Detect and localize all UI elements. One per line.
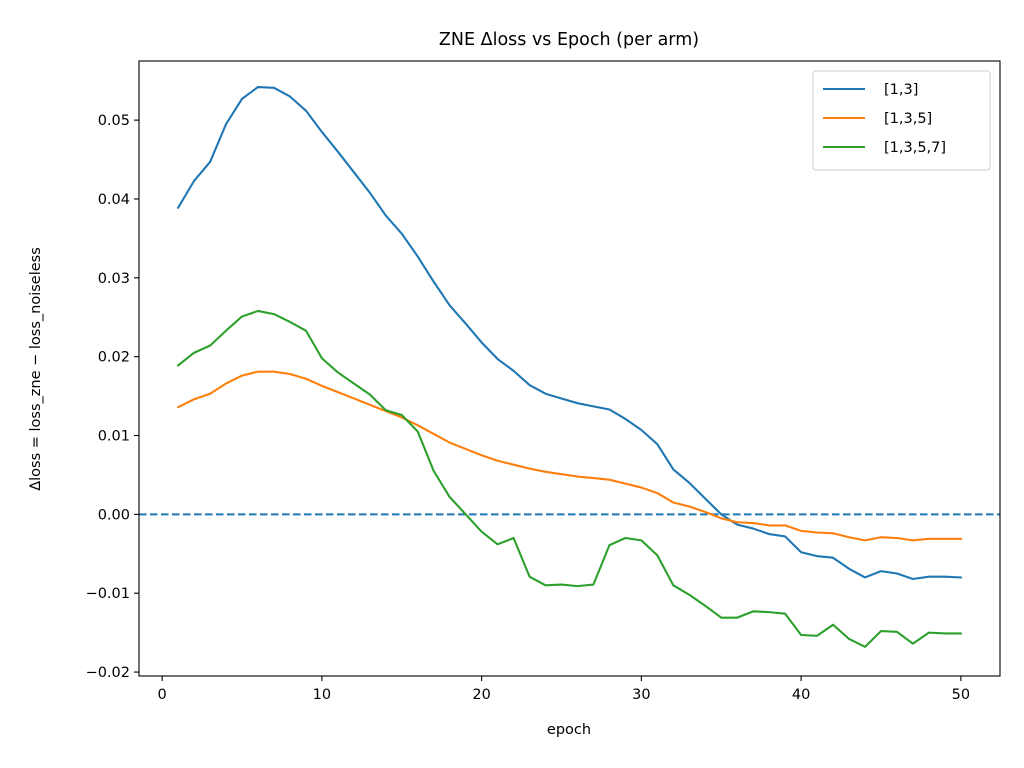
y-tick-label: 0.04 — [98, 192, 130, 208]
y-tick-label: 0.01 — [98, 429, 130, 445]
y-tick-label: −0.02 — [86, 665, 130, 681]
plot-area — [138, 60, 1001, 677]
y-tick-label: −0.01 — [86, 586, 130, 602]
x-tick-label: 50 — [952, 687, 970, 703]
legend-box — [812, 70, 991, 171]
x-tick-label: 30 — [632, 687, 650, 703]
y-tick-label: 0.03 — [98, 271, 130, 287]
series-line-2 — [176, 370, 962, 542]
legend-label-1: [1,3] — [884, 82, 918, 98]
legend-label-2: [1,3,5] — [884, 111, 932, 127]
x-axis-ticks: 0 10 20 30 40 50 — [158, 676, 970, 703]
y-tick-label: 0.00 — [98, 507, 130, 523]
series-line-1 — [176, 85, 962, 581]
x-axis-label: epoch — [547, 722, 591, 738]
legend: [1,3] [1,3,5] [1,3,5,7] — [812, 70, 991, 171]
series-line-3 — [176, 309, 962, 648]
chart-title: ZNE Δloss vs Epoch (per arm) — [439, 30, 699, 50]
x-tick-label: 10 — [313, 687, 331, 703]
plot-frame — [138, 60, 1001, 677]
y-tick-label: 0.02 — [98, 350, 130, 366]
x-tick-label: 40 — [792, 687, 810, 703]
x-tick-label: 0 — [158, 687, 167, 703]
x-tick-label: 20 — [472, 687, 490, 703]
y-axis-label: Δloss = loss_zne − loss_noiseless — [28, 247, 44, 491]
legend-label-3: [1,3,5,7] — [884, 140, 946, 156]
y-tick-label: 0.05 — [98, 113, 130, 129]
y-axis-ticks: −0.02 −0.01 0.00 0.01 0.02 0.03 0.04 0.05 — [86, 113, 139, 681]
